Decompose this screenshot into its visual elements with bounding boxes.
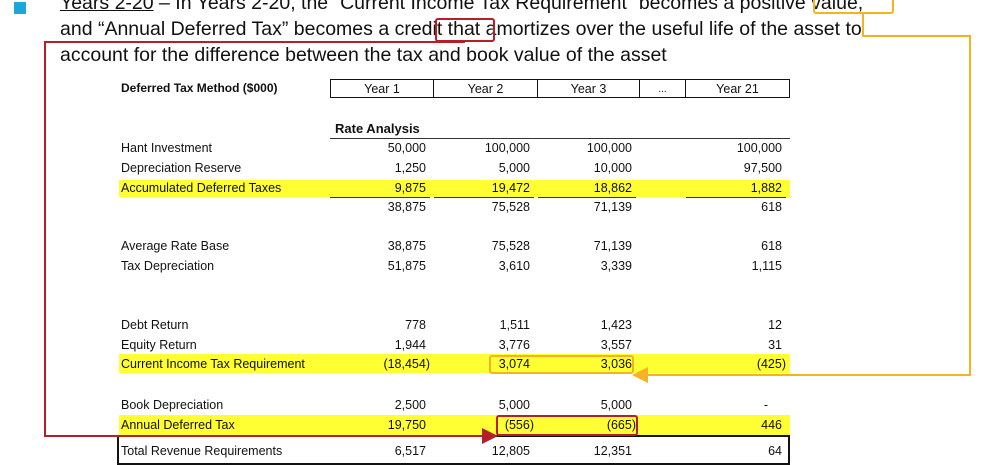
cell-annual-deferred-tax-year-21: 446	[761, 418, 782, 432]
row-label-equity-return: Equity Return	[121, 338, 197, 352]
subtotal-rule-year-3	[538, 197, 636, 198]
cell-annual-deferred-tax-year-3: (665)	[606, 418, 636, 432]
cell-subtotal-year-21: 618	[761, 200, 782, 214]
intro-line-1: Years 2-20 – In Years 2-20, the “Current…	[60, 0, 863, 14]
cell-depreciation-reserve-year-3: 10,000	[593, 161, 632, 175]
cell-debt-return-year-21: 12	[768, 318, 782, 332]
cell-accumulated-deferred-taxes-year-21: 1,882	[750, 181, 782, 195]
cell-subtotal-year-2: 75,528	[491, 200, 530, 214]
cell-equity-return-year-3: 3,557	[600, 338, 632, 352]
cell-equity-return-year-21: 31	[768, 338, 782, 352]
cell-current-income-tax-year-1: (18,454)	[383, 357, 430, 371]
cell-depreciation-reserve-year-2: 5,000	[498, 161, 530, 175]
intro-line-1-end: value,	[805, 0, 864, 14]
cell-current-income-tax-year-21: (425)	[756, 357, 786, 371]
row-label-accumulated-deferred-taxes: Accumulated Deferred Taxes	[121, 181, 282, 195]
positive-word: positive	[739, 0, 806, 14]
section-label: Rate Analysis	[335, 121, 420, 136]
cell-book-depreciation-year-3: 5,000	[600, 398, 632, 412]
row-label-current-income-tax: Current Income Tax Requirement	[121, 357, 305, 371]
cell-plant-investment-year-21: 100,000	[736, 141, 782, 155]
annual-deferred-tax-highlight-box	[496, 415, 638, 436]
section-rule	[330, 138, 790, 139]
cell-depreciation-reserve-year-1: 1,250	[394, 161, 426, 175]
intro-line-2-text: and “Annual Deferred Tax” becomes a	[60, 18, 395, 40]
row-label-plant-investment: Hant Investment	[121, 141, 213, 155]
cell-subtotal-year-3: 71,139	[593, 200, 632, 214]
highlight-current-income-tax	[119, 354, 790, 373]
cell-plant-investment-year-2: 100,000	[484, 141, 530, 155]
credit-word: credit	[394, 18, 443, 40]
cell-plant-investment-year-1: 50,000	[387, 141, 426, 155]
cell-tax-depreciation-year-3: 3,339	[600, 259, 632, 273]
cell-average-rate-base-year-2: 75,528	[491, 239, 530, 253]
cell-accumulated-deferred-taxes-year-2: 19,472	[491, 181, 530, 195]
cell-accumulated-deferred-taxes-year-1: 9,875	[394, 181, 426, 195]
years-range-label: Years 2-20	[60, 0, 154, 14]
cell-debt-return-year-1: 778	[405, 318, 426, 332]
row-label-average-rate-base: Average Rate Base	[121, 239, 230, 253]
row-label-debt-return: Debt Return	[121, 318, 189, 332]
cell-accumulated-deferred-taxes-year-3: 18,862	[593, 181, 632, 195]
cell-plant-investment-year-3: 100,000	[586, 141, 632, 155]
column-header-year-3: Year 3	[538, 79, 640, 98]
cell-annual-deferred-tax-year-2: (556)	[504, 418, 534, 432]
cell-depreciation-reserve-year-21: 97,500	[743, 161, 782, 175]
row-label-book-depreciation: Book Depreciation	[121, 398, 224, 412]
column-header-year-2: Year 2	[434, 79, 538, 98]
cell-equity-return-year-1: 1,944	[394, 338, 426, 352]
cell-debt-return-year-2: 1,511	[499, 318, 530, 332]
intro-line-2-end: that amortizes over the useful life of t…	[442, 18, 862, 40]
cell-average-rate-base-year-1: 38,875	[387, 239, 426, 253]
cell-book-depreciation-year-21: -	[763, 398, 768, 412]
subtotal-rule-year-21	[686, 197, 786, 198]
cell-average-rate-base-year-21: 618	[761, 239, 782, 253]
cell-total-revenue-year-1: 6,517	[394, 444, 426, 458]
cell-subtotal-year-1: 38,875	[387, 200, 426, 214]
cell-average-rate-base-year-3: 71,139	[593, 239, 632, 253]
intro-line-2: and “Annual Deferred Tax” becomes a cred…	[60, 18, 862, 40]
cell-debt-return-year-3: 1,423	[600, 318, 632, 332]
row-label-depreciation-reserve: Depreciation Reserve	[121, 161, 242, 175]
cell-current-income-tax-year-3: 3,036	[600, 357, 632, 371]
cell-total-revenue-year-21: 64	[768, 444, 782, 458]
cell-tax-depreciation-year-1: 51,875	[387, 259, 426, 273]
cell-tax-depreciation-year-21: 1,115	[751, 259, 782, 273]
highlight-annual-deferred-tax	[119, 415, 790, 435]
cell-total-revenue-year-2: 12,805	[491, 444, 530, 458]
row-label-tax-depreciation: Tax Depreciation	[121, 259, 215, 273]
subtotal-rule-year-2	[434, 197, 534, 198]
cell-annual-deferred-tax-year-1: 19,750	[387, 418, 426, 432]
cell-equity-return-year-2: 3,776	[498, 338, 530, 352]
intro-line-3: account for the difference between the t…	[60, 44, 667, 66]
cell-current-income-tax-year-2: 3,074	[498, 357, 530, 371]
column-header-year-1: Year 1	[330, 79, 434, 98]
table-title: Deferred Tax Method ($000)	[121, 81, 278, 95]
cell-book-depreciation-year-1: 2,500	[394, 398, 426, 412]
red-connector-line	[44, 41, 498, 444]
row-label-annual-deferred-tax: Annual Deferred Tax	[121, 418, 235, 432]
row-label-total-revenue: Total Revenue Requirements	[121, 444, 283, 458]
column-header-ellipsis: ...	[640, 79, 686, 98]
intro-line-1-text: – In Years 2-20, the “Current Income Tax…	[153, 0, 740, 14]
cell-tax-depreciation-year-2: 3,610	[498, 259, 530, 273]
current-income-tax-highlight-box	[489, 355, 634, 374]
highlight-accumulated-deferred-taxes	[119, 180, 790, 197]
column-header-year-21: Year 21	[686, 79, 790, 98]
orange-connector-line	[632, 14, 971, 383]
positive-word-box	[813, 0, 894, 14]
subtotal-rule-year-1	[330, 197, 430, 198]
cell-book-depreciation-year-2: 5,000	[498, 398, 530, 412]
cell-total-revenue-year-3: 12,351	[593, 444, 632, 458]
bullet-marker	[14, 2, 26, 14]
